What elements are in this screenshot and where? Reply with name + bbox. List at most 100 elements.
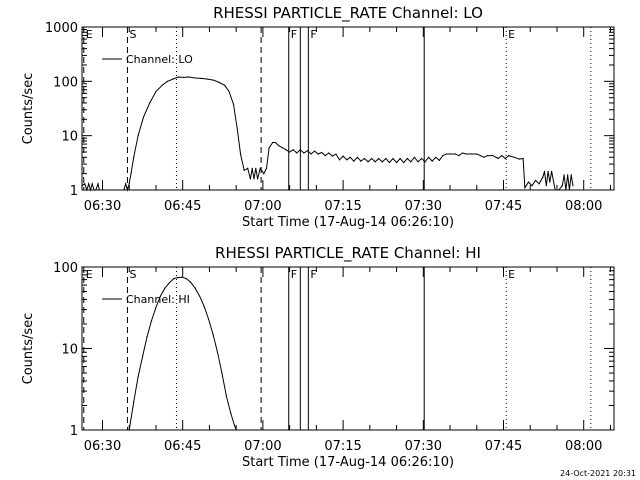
data-point	[367, 161, 369, 163]
data-point	[146, 335, 148, 338]
x-tick-label: 07:00	[244, 439, 281, 454]
event-label: E	[86, 28, 93, 41]
footer-timestamp: 24-Oct-2021 20:31	[560, 469, 636, 478]
data-point	[218, 81, 220, 84]
x-tick-label: 06:45	[164, 439, 201, 454]
data-point	[172, 78, 174, 80]
x-axis-label: Start Time (17-Aug-14 06:26:10)	[242, 215, 454, 230]
data-point	[268, 147, 270, 149]
y-axis-label: Counts/sec	[21, 313, 36, 385]
data-point	[465, 153, 467, 155]
chart-title: RHESSI PARTICLE_RATE Channel: HI	[215, 244, 481, 263]
data-point	[388, 161, 391, 164]
data-point	[504, 157, 506, 160]
data-point	[483, 156, 485, 158]
chart-title: RHESSI PARTICLE_RATE Channel: LO	[213, 4, 483, 23]
data-point	[265, 167, 268, 169]
event-label: E	[508, 268, 515, 281]
data-point	[98, 189, 100, 191]
data-point	[168, 282, 170, 284]
data-point	[342, 155, 344, 157]
data-point	[543, 170, 546, 172]
data-point	[551, 170, 553, 172]
data-point	[272, 141, 274, 144]
data-point	[470, 153, 473, 155]
data-point	[538, 183, 540, 185]
x-axis-label: Start Time (17-Aug-14 06:26:10)	[242, 455, 454, 470]
data-point	[91, 183, 93, 185]
data-point	[194, 77, 196, 79]
data-point	[278, 145, 280, 147]
data-point	[403, 161, 405, 164]
data-point	[527, 181, 530, 183]
data-point	[449, 153, 451, 155]
data-point	[181, 276, 183, 278]
data-point	[123, 189, 125, 191]
plot-frame	[81, 26, 615, 191]
data-point	[126, 189, 129, 191]
data-point	[313, 150, 316, 152]
data-point	[542, 176, 544, 179]
event-label: E	[508, 28, 515, 41]
data-point	[524, 187, 526, 189]
x-tick-label: 07:15	[324, 199, 361, 214]
x-tick-label: 07:30	[405, 439, 442, 454]
data-point	[235, 429, 237, 431]
data-point	[353, 160, 355, 162]
data-point	[190, 281, 192, 283]
data-point	[554, 189, 556, 191]
y-tick-label: 100	[53, 261, 78, 276]
data-point	[141, 355, 144, 357]
chart-panel-lo: RHESSI PARTICLE_RATE Channel: LO Start Ti…	[21, 4, 615, 230]
data-point	[194, 287, 196, 289]
data-point	[173, 278, 175, 280]
data-point	[381, 161, 383, 163]
data-point	[324, 154, 326, 157]
data-point	[81, 185, 83, 187]
data-point	[338, 159, 341, 161]
data-point	[331, 155, 334, 157]
data-point	[125, 183, 127, 185]
event-label: S	[129, 28, 136, 41]
data-point	[200, 77, 203, 80]
event-label: F	[310, 28, 316, 41]
data-point	[130, 173, 132, 175]
data-point	[395, 161, 398, 164]
data-point	[570, 174, 572, 176]
plot-frame	[81, 266, 615, 431]
data-point	[256, 178, 259, 180]
data-point	[95, 189, 97, 191]
data-point	[236, 127, 238, 129]
data-point	[128, 429, 130, 431]
data-point	[93, 189, 95, 191]
data-point	[155, 306, 157, 308]
data-point	[445, 153, 448, 155]
data-point	[378, 157, 380, 160]
legend-label: Channel: HI	[126, 293, 190, 306]
data-point	[549, 181, 551, 183]
data-point	[133, 156, 135, 158]
legend-label: Channel: LO	[126, 53, 193, 66]
data-point	[89, 189, 92, 191]
data-point	[392, 157, 394, 160]
data-point	[431, 160, 433, 162]
data-point	[461, 152, 464, 154]
data-point	[558, 189, 560, 191]
data-point	[199, 295, 201, 297]
data-point	[228, 90, 230, 93]
chart-panel-hi: RHESSI PARTICLE_RATE Channel: HI Start Ti…	[21, 244, 615, 470]
x-tick-label: 07:30	[405, 199, 442, 214]
data-point	[501, 154, 503, 157]
data-point	[247, 167, 249, 169]
data-point	[296, 152, 298, 154]
data-point	[428, 156, 430, 158]
event-label: E	[86, 268, 93, 281]
data-point	[522, 157, 524, 160]
series-line-lo	[81, 76, 574, 192]
data-point	[133, 401, 135, 403]
data-point	[406, 157, 408, 160]
data-point	[568, 189, 571, 191]
data-point	[182, 76, 185, 79]
data-point	[281, 147, 284, 149]
